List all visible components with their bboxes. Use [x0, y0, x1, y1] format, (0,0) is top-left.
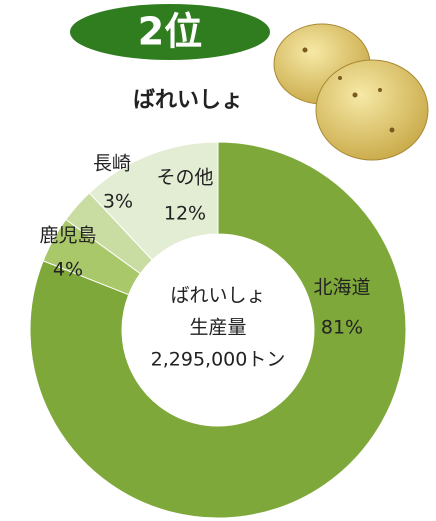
page: 2位 ばれいしょ 北海道 81% 鹿児島 4% 長崎 3% その他 12% ばれいしょ生産量 2,… — [0, 0, 436, 521]
slice-label: 長崎 — [93, 153, 131, 175]
center-text: ばれいしょ — [170, 285, 265, 307]
slice-label: 北海道 — [313, 277, 370, 299]
chart: 2位 ばれいしょ 北海道 81% 鹿児島 4% 長崎 3% その他 12% ばれいしょ生産量 2,… — [0, 0, 436, 521]
value-label: 81% — [321, 317, 363, 339]
rank: 2位 — [138, 10, 202, 54]
slice-label: 鹿児島 — [39, 225, 96, 247]
value-label: 12% — [164, 203, 206, 225]
slice-label: その他 — [156, 167, 213, 189]
center-text: 2,295,000トン — [151, 349, 286, 371]
value-label: 4% — [53, 259, 83, 281]
value-label: 3% — [103, 191, 133, 213]
title: ばれいしょ — [133, 88, 243, 113]
center-text: 生産量 — [189, 317, 246, 339]
potato-illustration — [274, 24, 428, 160]
